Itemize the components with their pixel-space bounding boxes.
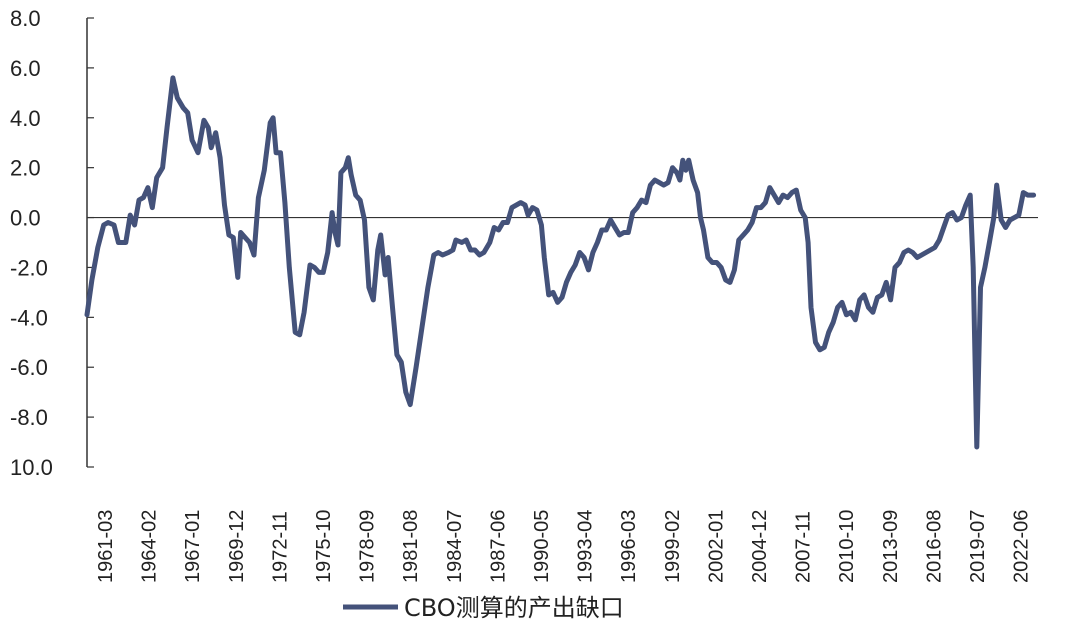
y-axis: 8.0 6.0 4.0 2.0 0.0 -2.0 -4.0 -6.0 -8.0 10.0 <box>10 6 94 480</box>
x-tick-label: 1990-05 <box>531 510 553 583</box>
x-tick-label: 2007-11 <box>793 511 815 583</box>
y-tick-label: -8.0 <box>10 405 48 430</box>
y-tick-label: 6.0 <box>10 56 41 81</box>
x-tick-label: 1999-02 <box>662 510 684 583</box>
x-tick-label: 2019-07 <box>967 510 989 583</box>
legend-label: CBO测算的产出缺口 <box>404 594 624 622</box>
y-tick-label: 10.0 <box>10 455 53 480</box>
x-tick-label: 1984-07 <box>444 510 466 583</box>
legend: CBO测算的产出缺口 <box>343 594 624 622</box>
x-tick-label: 2004-12 <box>749 510 771 583</box>
x-tick-label: 1981-08 <box>400 510 422 583</box>
x-tick-label: 1964-02 <box>139 510 161 583</box>
x-tick-label: 2002-01 <box>705 510 727 583</box>
series-group <box>84 75 1037 450</box>
y-tick-label: -2.0 <box>10 255 48 280</box>
x-tick-label: 1969-12 <box>226 510 248 583</box>
y-tick-label: 0.0 <box>10 206 41 231</box>
x-tick-label: 1967-01 <box>182 510 204 583</box>
x-tick-label: 1993-04 <box>575 510 597 583</box>
y-tick-label: -6.0 <box>10 355 48 380</box>
x-tick-label: 1987-06 <box>487 510 509 583</box>
x-axis: 1961-03 1964-02 1967-01 1969-12 1972-11 1975-… <box>87 216 1038 583</box>
y-tick-label: 8.0 <box>10 6 41 31</box>
x-tick-label: 2013-09 <box>880 510 902 583</box>
x-tick-label: 1978-09 <box>357 510 379 583</box>
x-tick-label: 1975-10 <box>313 510 335 583</box>
y-tick-label: -4.0 <box>10 305 48 330</box>
x-tick-label: 1996-03 <box>618 510 640 583</box>
x-tick-label: 1961-03 <box>95 510 117 583</box>
x-tick-label: 1972-11 <box>269 511 291 583</box>
y-tick-label: 2.0 <box>10 156 41 181</box>
x-tick-label: 2010-10 <box>836 510 858 583</box>
x-tick-label: 2022-06 <box>1011 510 1033 583</box>
y-tick-label: 4.0 <box>10 106 41 131</box>
series-line <box>84 75 1037 450</box>
x-tick-label: 2016-08 <box>923 510 945 583</box>
